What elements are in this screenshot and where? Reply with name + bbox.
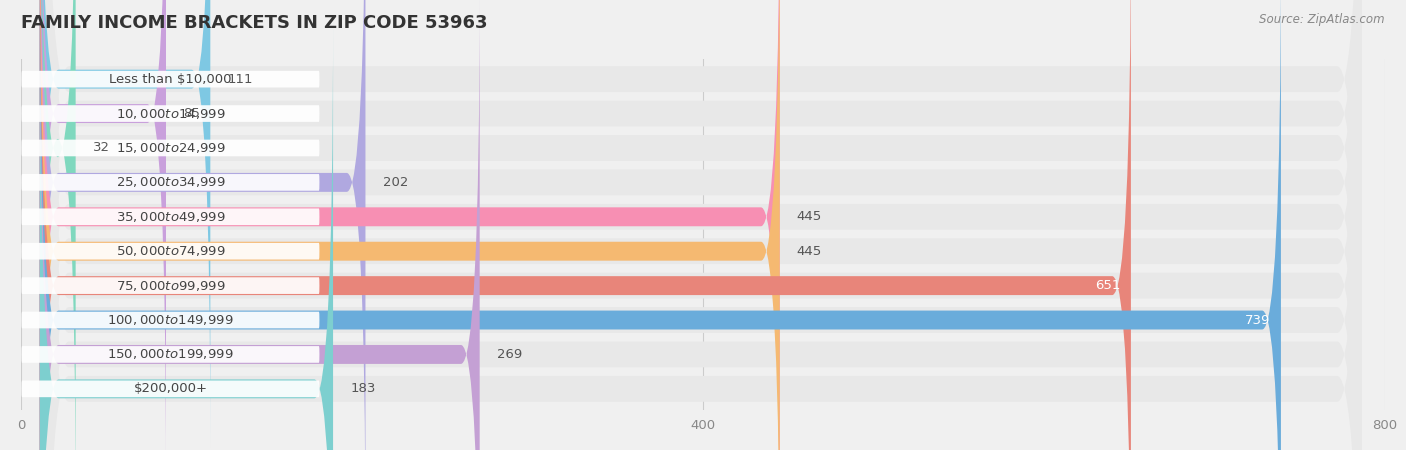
Text: $10,000 to $14,999: $10,000 to $14,999 bbox=[115, 107, 225, 121]
FancyBboxPatch shape bbox=[39, 20, 333, 450]
FancyBboxPatch shape bbox=[39, 0, 1281, 450]
Text: 445: 445 bbox=[797, 210, 823, 223]
FancyBboxPatch shape bbox=[45, 0, 1361, 450]
FancyBboxPatch shape bbox=[45, 0, 1361, 450]
FancyBboxPatch shape bbox=[39, 0, 366, 450]
FancyBboxPatch shape bbox=[45, 0, 1361, 450]
Text: $75,000 to $99,999: $75,000 to $99,999 bbox=[115, 279, 225, 292]
Text: 202: 202 bbox=[382, 176, 408, 189]
Text: 739: 739 bbox=[1246, 314, 1271, 327]
FancyBboxPatch shape bbox=[39, 0, 211, 448]
FancyBboxPatch shape bbox=[45, 0, 1361, 450]
FancyBboxPatch shape bbox=[21, 140, 319, 156]
Text: $100,000 to $149,999: $100,000 to $149,999 bbox=[107, 313, 233, 327]
Text: $15,000 to $24,999: $15,000 to $24,999 bbox=[115, 141, 225, 155]
Text: 651: 651 bbox=[1095, 279, 1121, 292]
Text: 32: 32 bbox=[93, 141, 110, 154]
Text: $200,000+: $200,000+ bbox=[134, 382, 207, 396]
Text: Source: ZipAtlas.com: Source: ZipAtlas.com bbox=[1260, 14, 1385, 27]
FancyBboxPatch shape bbox=[39, 0, 1130, 450]
Text: 269: 269 bbox=[496, 348, 522, 361]
Text: $35,000 to $49,999: $35,000 to $49,999 bbox=[115, 210, 225, 224]
FancyBboxPatch shape bbox=[21, 243, 319, 260]
FancyBboxPatch shape bbox=[39, 0, 479, 450]
FancyBboxPatch shape bbox=[45, 0, 1361, 450]
FancyBboxPatch shape bbox=[45, 0, 1361, 450]
FancyBboxPatch shape bbox=[45, 0, 1361, 450]
Text: 445: 445 bbox=[797, 245, 823, 258]
FancyBboxPatch shape bbox=[21, 71, 319, 87]
FancyBboxPatch shape bbox=[45, 0, 1361, 450]
Text: $25,000 to $34,999: $25,000 to $34,999 bbox=[115, 176, 225, 189]
FancyBboxPatch shape bbox=[21, 208, 319, 225]
Text: Less than $10,000: Less than $10,000 bbox=[110, 72, 232, 86]
FancyBboxPatch shape bbox=[21, 312, 319, 328]
FancyBboxPatch shape bbox=[21, 277, 319, 294]
FancyBboxPatch shape bbox=[39, 0, 780, 450]
Text: 111: 111 bbox=[228, 72, 253, 86]
FancyBboxPatch shape bbox=[39, 0, 76, 450]
FancyBboxPatch shape bbox=[45, 0, 1361, 450]
FancyBboxPatch shape bbox=[39, 0, 780, 450]
Text: 183: 183 bbox=[350, 382, 375, 396]
FancyBboxPatch shape bbox=[45, 0, 1361, 450]
FancyBboxPatch shape bbox=[21, 346, 319, 363]
FancyBboxPatch shape bbox=[21, 381, 319, 397]
Text: 85: 85 bbox=[183, 107, 200, 120]
Text: FAMILY INCOME BRACKETS IN ZIP CODE 53963: FAMILY INCOME BRACKETS IN ZIP CODE 53963 bbox=[21, 14, 488, 32]
FancyBboxPatch shape bbox=[21, 174, 319, 191]
Text: $50,000 to $74,999: $50,000 to $74,999 bbox=[115, 244, 225, 258]
FancyBboxPatch shape bbox=[39, 0, 166, 450]
FancyBboxPatch shape bbox=[21, 105, 319, 122]
Text: $150,000 to $199,999: $150,000 to $199,999 bbox=[107, 347, 233, 361]
